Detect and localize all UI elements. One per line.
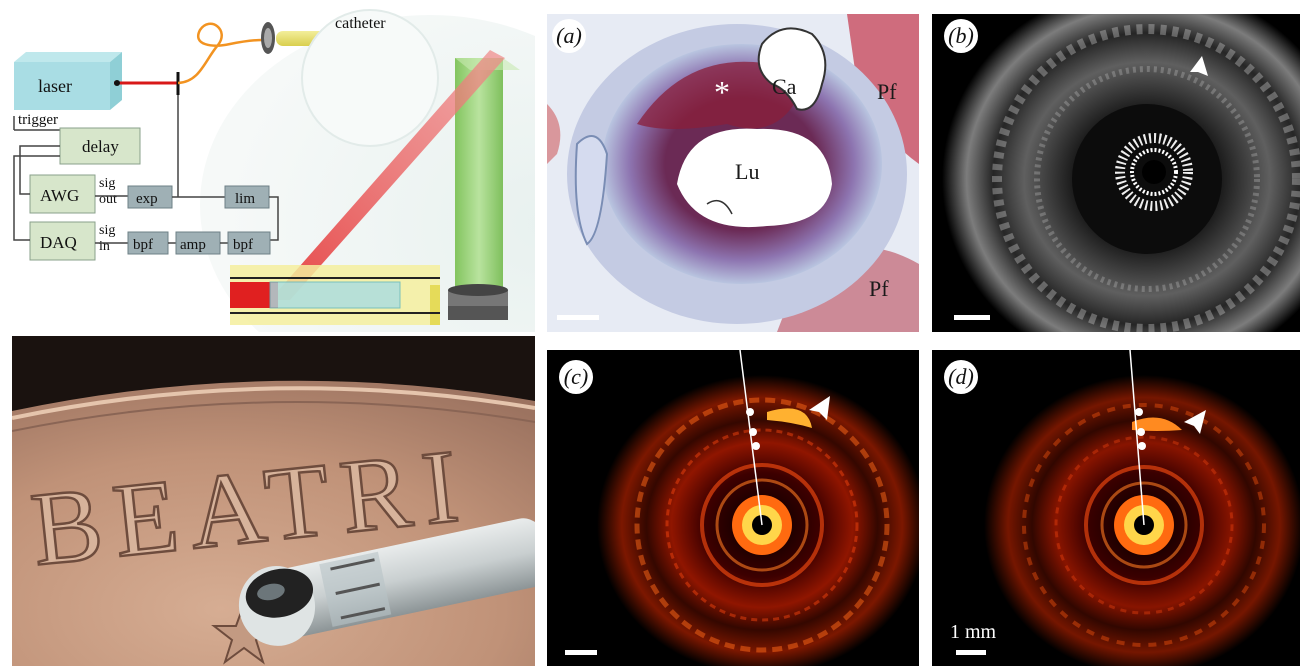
svg-text:exp: exp: [136, 191, 158, 207]
ivus-image: [942, 14, 1300, 332]
scale-bar-label: 1 mm: [950, 621, 997, 643]
awg-label: AWG: [40, 186, 79, 205]
panel-d-letter: (d): [944, 360, 978, 394]
svg-text:bpf: bpf: [133, 237, 153, 253]
panel-b-ultrasound: (b): [932, 14, 1300, 332]
svg-text:sig: sig: [99, 176, 115, 191]
laser-label: laser: [38, 76, 72, 96]
daq-label: DAQ: [40, 233, 77, 252]
panel-a-histology: (a) * Ca Lu Pf Pf: [547, 14, 919, 332]
lumen-label: Lu: [735, 159, 760, 184]
coin-photo: BEATRI: [11, 336, 550, 666]
panel-c-photoacoustic: (c): [547, 350, 919, 666]
panel-b-letter: (b): [944, 19, 978, 53]
trigger-label: trigger: [18, 112, 58, 128]
arrowhead-b: [1190, 56, 1208, 76]
system-schematic: laser catheter trigger delay AWG DAQ sig…: [0, 0, 660, 395]
delay-label: delay: [82, 137, 119, 156]
svg-text:sig: sig: [99, 223, 115, 238]
svg-text:in: in: [99, 239, 110, 254]
svg-text:amp: amp: [180, 237, 206, 253]
catheter-photo: BEATRI: [11, 336, 550, 666]
panel-c-letter: (c): [559, 360, 593, 394]
perivascular-fat-top-label: Pf: [877, 79, 897, 104]
catheter-label: catheter: [335, 15, 386, 32]
schematic-diagram: laser catheter trigger delay AWG DAQ sig…: [13, 9, 660, 395]
perivascular-fat-bottom-label: Pf: [869, 276, 889, 301]
panel-a-letter: (a): [552, 19, 586, 53]
ivpa-image-c: [565, 350, 919, 666]
ivpa-image-d: [956, 350, 1300, 666]
plaque-star-label: *: [714, 74, 730, 110]
arrowhead-d: [1184, 410, 1206, 434]
svg-text:bpf: bpf: [233, 237, 253, 253]
laser-box: [14, 52, 122, 110]
svg-text:out: out: [99, 192, 117, 207]
panel-d-photoacoustic: (d) 1 mm: [932, 350, 1300, 666]
svg-text:lim: lim: [235, 191, 255, 207]
calcium-label: Ca: [772, 74, 797, 99]
arrowhead-c: [809, 396, 830, 420]
histology-image: [547, 14, 919, 332]
